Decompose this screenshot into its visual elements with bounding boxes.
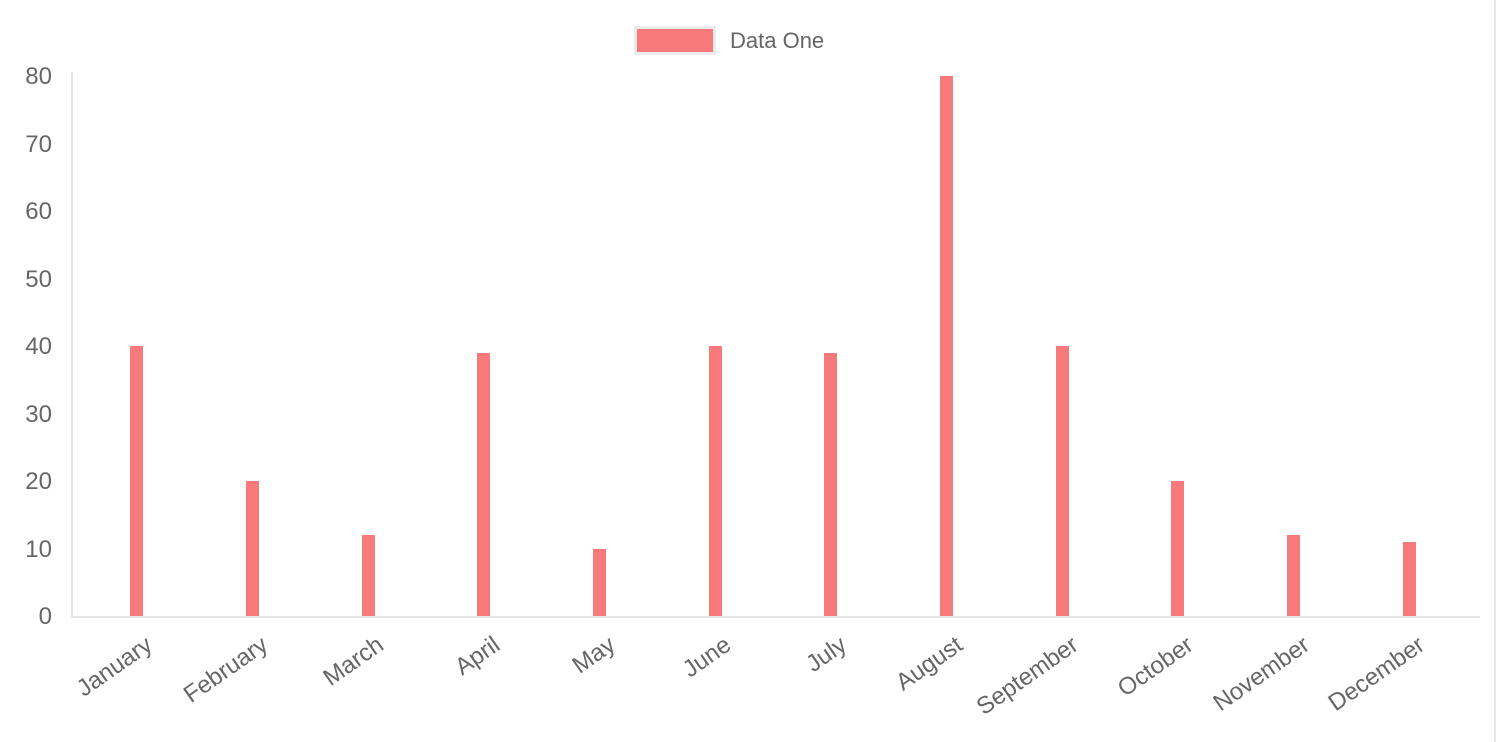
bar-march[interactable] (361, 535, 375, 616)
page-right-divider (1494, 0, 1496, 742)
bar-july[interactable] (824, 352, 838, 616)
x-tick-label-october: October (1113, 631, 1199, 703)
x-tick-label-july: July (801, 631, 852, 678)
x-tick-label-august: August (890, 631, 968, 697)
y-tick-label-40: 40 (25, 333, 52, 360)
x-tick-label-march: March (318, 631, 390, 692)
bar-february[interactable] (246, 481, 259, 616)
bar-december[interactable] (1402, 541, 1416, 616)
legend-swatch-icon (634, 26, 716, 55)
bar-june[interactable] (708, 346, 722, 616)
bar-november[interactable] (1287, 535, 1300, 616)
y-tick-label-10: 10 (25, 535, 52, 563)
y-tick-label-70: 70 (25, 130, 52, 158)
x-tick-label-february: February (179, 631, 274, 709)
x-tick-label-november: November (1208, 631, 1315, 717)
y-tick-label-60: 60 (25, 198, 52, 225)
y-tick-label-30: 30 (25, 400, 52, 428)
bar-august[interactable] (940, 76, 953, 616)
y-tick-label-20: 20 (25, 468, 52, 495)
x-tick-label-may: May (567, 631, 621, 680)
bar-september[interactable] (1055, 346, 1069, 616)
bar-april[interactable] (477, 352, 491, 616)
bar-may[interactable] (593, 548, 606, 616)
x-tick-label-june: June (677, 631, 737, 684)
y-axis-line (71, 72, 73, 617)
y-tick-label-0: 0 (38, 603, 52, 630)
y-tick-label-50: 50 (25, 265, 52, 293)
x-tick-label-september: September (971, 631, 1084, 721)
x-axis-line (71, 616, 1480, 618)
bar-october[interactable] (1171, 481, 1185, 616)
x-tick-label-december: December (1323, 631, 1431, 717)
x-tick-label-january: January (72, 631, 158, 703)
legend-label: Data One (730, 27, 825, 53)
y-tick-label-80: 80 (25, 63, 52, 90)
bar-january[interactable] (130, 346, 144, 616)
x-tick-label-april: April (449, 631, 505, 681)
chart-legend-item-data-one[interactable]: Data One (634, 26, 824, 55)
